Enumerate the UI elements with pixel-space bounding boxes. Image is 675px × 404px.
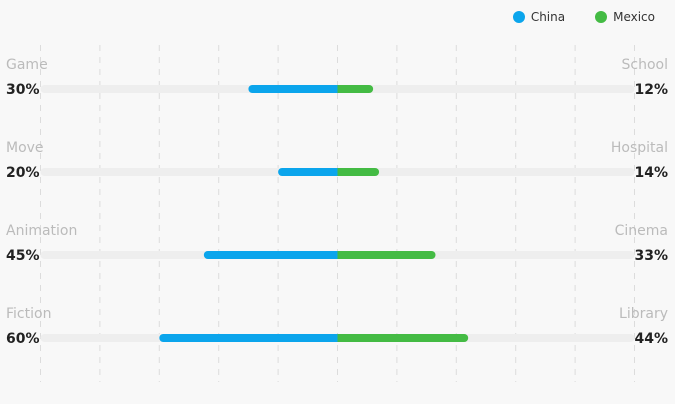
category-label-left: Fiction [6,306,51,322]
legend-swatch-mexico [595,11,608,23]
category-label-right: Hospital [611,140,668,156]
bar-china [159,334,338,342]
value-label-left: 60% [6,331,40,347]
category-label-right: Library [619,306,668,322]
bar-mexico [337,251,436,259]
category-label-left: Game [6,57,48,73]
legend-label-china: China [530,10,566,24]
legend-swatch-china [512,11,525,23]
legend-item-mexico[interactable]: Mexico [595,10,655,24]
value-label-right: 12% [634,82,668,98]
chart-row: Move Hospital 20% 14% [6,140,668,181]
bar-mexico-center [337,168,346,176]
bar-china [278,168,338,176]
bar-china-center [329,251,338,259]
value-label-right: 44% [634,331,668,347]
value-label-left: 45% [6,248,40,264]
bar-china-center [329,85,338,93]
legend-label-mexico: Mexico [613,10,655,24]
category-label-right: Cinema [615,223,668,239]
bar-mexico-center [337,334,346,342]
value-label-right: 14% [634,165,668,181]
grid [40,45,635,382]
chart-row: Animation Cinema 45% 33% [6,223,668,264]
bar-mexico-center [337,251,346,259]
bar-china-center [329,168,338,176]
category-label-left: Move [6,140,44,156]
bar-china [248,85,338,93]
legend: China Mexico [512,10,655,24]
value-label-left: 20% [6,165,40,181]
bar-mexico-center [337,85,346,93]
bar-china [203,251,338,259]
bar-mexico [337,85,374,93]
bar-china-center [329,334,338,342]
value-label-left: 30% [6,82,40,98]
chart-row: Game School 30% 12% [6,57,668,98]
value-label-right: 33% [634,248,668,264]
chart-row: Fiction Library 60% 44% [6,306,668,347]
category-label-left: Animation [6,223,77,239]
bar-mexico [337,168,380,176]
category-label-right: School [622,57,668,73]
legend-item-china[interactable]: China [512,10,566,24]
bar-mexico [337,334,469,342]
